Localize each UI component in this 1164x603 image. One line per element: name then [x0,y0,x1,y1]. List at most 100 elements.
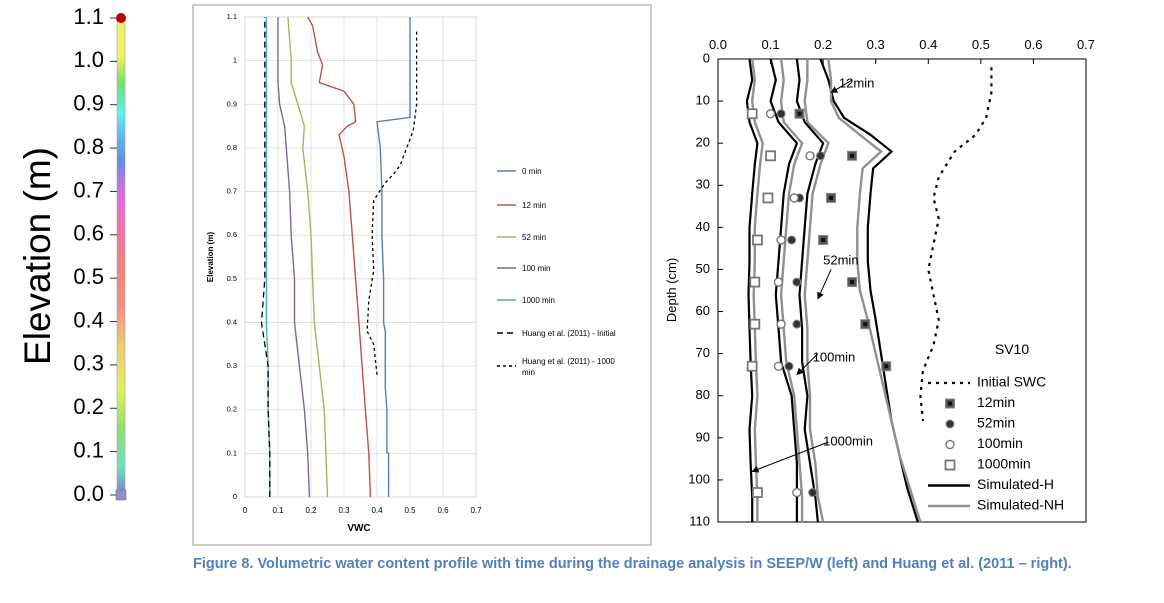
huang-marker-filled-circle [808,488,818,498]
huang-y-tick-label: 80 [696,387,710,402]
seepw-y-tick-label: 0 [233,492,237,501]
huang-legend-label: 12min [977,394,1015,410]
huang-marker-open-square [746,360,758,372]
seepw-series-line-5 [260,17,271,497]
seepw-legend-label: Huang et al. (2011) - 1000 min [522,357,615,377]
colorbar-panel: 0.0 0.1 0.2 0.3 0.4 0.5 0.6 0.7 0.8 0.9 1.0 1.1 Ele… [17,4,127,506]
seepw-y-tick-label: 1.1 [227,12,237,21]
huang-series-line-0 [919,67,993,422]
huang-x-tick-label: 0.2 [814,37,832,52]
seepw-y-tick-label: 0.9 [227,99,237,108]
huang-x-tick-label: 0.7 [1077,37,1095,52]
huang-y-tick-label: 100 [688,471,710,486]
colorbar-tick-label: 0.2 [73,394,104,419]
huang-marker-open-square [749,276,761,288]
huang-marker-open-square [746,108,758,120]
seepw-chart-panel: 0 0.1 0.2 0.3 0.4 0.5 0.6 0.7 0 0.1 0.2 0.3 0.4 0.5 0.… [192,4,652,546]
seepw-y-tick-label: 0.6 [227,230,237,239]
seepw-x-tick-label: 0.5 [404,506,416,515]
huang-y-tick-label: 20 [696,135,710,150]
huang-annotation-arrow [796,353,819,376]
huang-y-tick-label: 60 [696,303,710,318]
seepw-y-tick-label: 0.5 [227,274,237,283]
huang-legend-label: Initial SWC [977,374,1046,390]
seepw-legend-label: 0 min [522,167,542,176]
colorbar-tick-label: 0.1 [73,437,104,462]
huang-x-tick-label: 0.5 [972,37,990,52]
colorbar-strip [116,17,126,496]
seepw-series-line-2 [287,16,329,498]
huang-marker-filled-square-core [821,237,826,242]
huang-y-tick-label: 70 [696,345,710,360]
huang-legend-label: Simulated-H [977,476,1054,492]
huang-x-tick-label: 0.3 [867,37,885,52]
huang-marker-filled-square-core [863,322,868,327]
colorbar-tick-label: 0.6 [73,221,104,246]
huang-marker-open-circle [776,319,786,329]
seepw-series-line-3 [277,17,311,498]
huang-y-tick-label: 30 [696,177,710,192]
seepw-y-tick-label: 1 [233,56,237,65]
huang-annotation-label: 1000min [823,433,873,448]
colorbar-top-marker [116,13,126,23]
huang-marker-filled-circle [792,277,802,287]
seepw-legend-label: Huang et al. (2011) - Initial [522,329,616,338]
colorbar-tick-label: 1.0 [73,47,104,72]
huang-y-axis-label: Depth (cm) [664,258,679,322]
huang-marker-filled-square-core [884,364,889,369]
colorbar-tick-label: 0.0 [73,481,104,506]
huang-legend-label: Simulated-NH [977,497,1064,513]
huang-marker-filled-square-core [797,111,802,116]
huang-annotation-arrow [817,269,832,300]
huang-legend-label: 52min [977,415,1015,431]
colorbar-bottom-marker [115,489,127,501]
huang-annotation-arrow [830,79,853,94]
seepw-y-tick-label: 0.8 [227,143,237,152]
seepw-x-tick-label: 0.3 [338,506,350,515]
seepw-x-tick-label: 0.2 [305,506,317,515]
huang-annotation-label: 52min [823,252,858,267]
huang-legend-swatch [944,459,956,471]
seepw-y-tick-label: 0.3 [227,361,237,370]
huang-marker-open-square [762,192,774,204]
huang-marker-filled-circle [784,361,794,371]
huang-marker-filled-circle [816,151,826,161]
seepw-x-tick-label: 0.7 [470,506,482,515]
huang-x-tick-label: 0.4 [919,37,937,52]
seepw-series-line-6 [366,30,418,375]
seepw-legend: 0 min 12 min 52 min 100 min 1000 min Huang et… [497,167,616,377]
seepw-y-tick-label: 0.4 [227,317,237,326]
huang-marker-open-circle [773,361,784,371]
colorbar-tick-label: 1.1 [73,4,104,29]
huang-y-tick-label: 10 [696,93,710,108]
huang-marker-filled-circle [776,109,786,119]
huang-marker-open-square [749,318,761,330]
seepw-legend-label: 1000 min [522,296,555,305]
huang-plot-frame [717,58,1087,523]
huang-y-tick-label: 90 [696,429,710,444]
figure-caption: Figure 8. Volumetric water content profi… [193,556,1072,572]
huang-x-tick-label: 0.1 [762,37,780,52]
huang-marker-open-square [765,150,776,162]
huang-legend-swatch-core [948,401,952,406]
seepw-legend-label: 52 min [522,233,546,242]
colorbar-tick-label: 0.3 [73,351,104,376]
seepw-series-line-0 [376,17,411,497]
seepw-x-tick-label: 0.6 [437,506,449,515]
huang-marker-open-circle [765,109,776,119]
huang-marker-filled-square-core [829,195,834,200]
seepw-x-tick-label: 0.4 [371,506,383,515]
huang-marker-open-circle [773,277,784,287]
huang-marker-open-square [752,487,763,498]
huang-series-line-6 [827,58,922,523]
colorbar-tick-label: 0.7 [73,177,104,202]
huang-x-tick-label: 0.0 [709,37,727,52]
seepw-x-tick-label: 0 [243,506,248,515]
huang-marker-filled-circle [792,319,802,329]
huang-y-tick-label: 40 [696,219,710,234]
seepw-y-axis-label: Elevation (m) [206,232,215,283]
huang-legend-swatch [945,419,955,429]
huang-series-line-12 [750,58,764,522]
huang-marker-filled-square-core [850,280,855,285]
